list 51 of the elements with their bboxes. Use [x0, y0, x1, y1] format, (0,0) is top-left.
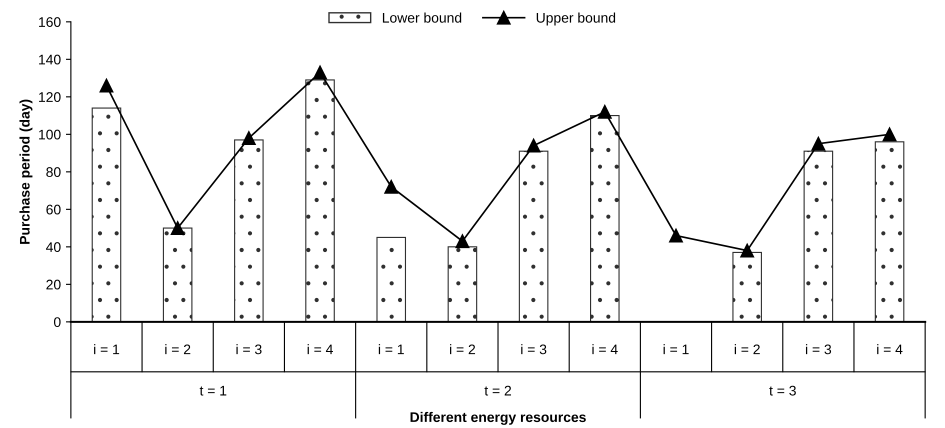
x-tick-label: i = 2: [450, 344, 476, 354]
bar: [162, 228, 192, 322]
point: [242, 131, 256, 146]
bar: [376, 236, 406, 322]
x-tick-label: i = 4: [877, 344, 902, 354]
y-tick-label: 20: [46, 280, 61, 290]
point: [455, 234, 470, 248]
y-tick-label: 160: [39, 17, 61, 27]
point: [313, 66, 327, 80]
bar: [234, 139, 264, 322]
legend-label: Lower bound: [382, 12, 462, 23]
point: [882, 127, 897, 142]
x-axis-title: Different energy resources: [410, 412, 586, 425]
bar: [92, 108, 122, 322]
y-tick-label: 0: [54, 317, 61, 328]
x-tick-label: i = 1: [378, 344, 404, 354]
y-tick-label: 40: [46, 242, 61, 252]
bar: [448, 246, 478, 322]
y-tick-label: 100: [39, 130, 61, 140]
x-tick-label: i = 1: [664, 344, 689, 354]
bar: [590, 115, 620, 322]
y-tick-label: 80: [46, 167, 61, 178]
point: [526, 138, 541, 153]
bar: [732, 252, 762, 322]
text: t = 3: [769, 386, 796, 396]
x-tick-label: i = 3: [236, 344, 262, 354]
x-tick-label: i = 2: [734, 344, 760, 354]
legend-label: Upper bound: [536, 12, 616, 26]
bar: [804, 150, 834, 322]
text: t = 2: [484, 386, 512, 396]
x-tick-label: i = 3: [806, 344, 832, 354]
x-tick-label: i = 4: [592, 344, 618, 354]
point: [669, 228, 683, 243]
point: [811, 136, 826, 151]
x-tick-label: i = 4: [308, 344, 333, 354]
bar: [518, 150, 548, 322]
x-tick-label: i = 1: [94, 344, 120, 354]
bar: [305, 79, 335, 322]
y-tick-label: 140: [39, 54, 61, 64]
text: t = 1: [200, 386, 226, 396]
point: [100, 78, 114, 93]
x-tick-label: i = 3: [521, 344, 546, 354]
y-axis-title: Purchase period (day): [19, 100, 32, 244]
point: [740, 244, 754, 258]
x-tick-label: i = 2: [165, 344, 190, 354]
y-tick-label: 60: [46, 204, 61, 215]
point: [384, 180, 398, 194]
y-tick-label: 120: [39, 92, 61, 102]
point: [170, 221, 185, 236]
point: [598, 104, 612, 119]
bar: [874, 141, 904, 322]
